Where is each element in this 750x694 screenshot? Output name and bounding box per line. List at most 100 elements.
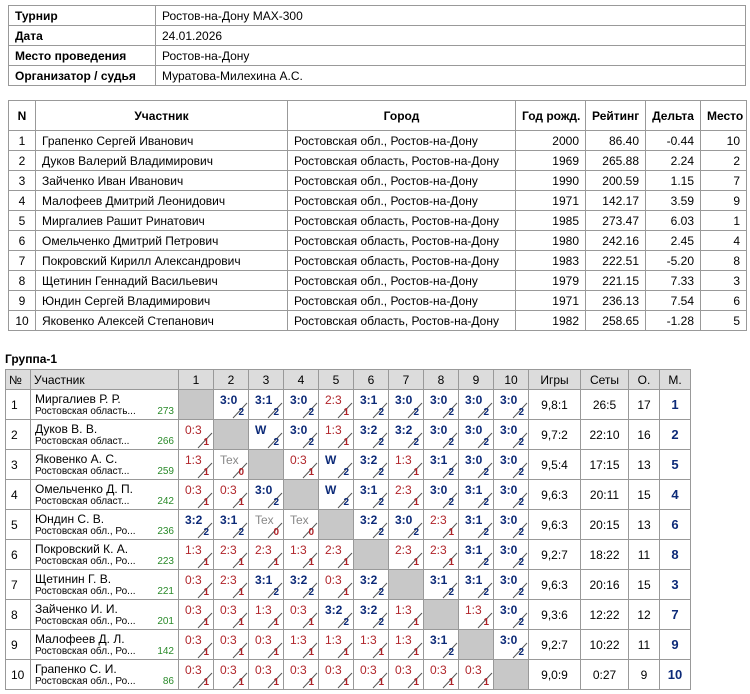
info-label: Место проведения: [8, 45, 156, 66]
result-cell: 0:3 1: [353, 659, 389, 690]
match-points: 2: [378, 527, 384, 538]
column-header: №: [5, 369, 31, 390]
result: 0:3 1: [460, 661, 493, 689]
result: 3:1 2: [355, 391, 388, 419]
result: 0:3 1: [180, 571, 213, 599]
participant-row: 6 Омельченко Дмитрий Петрович Ростовская о…: [8, 230, 747, 251]
participant-row: 1 Грапенко Сергей Иванович Ростовская обл.…: [8, 130, 747, 151]
match-points: 1: [308, 617, 314, 628]
score: 3:0: [465, 393, 483, 407]
slash: [512, 492, 528, 509]
column-header: 6: [353, 369, 389, 390]
score: 3:1: [255, 573, 273, 587]
result: 1:3 1: [250, 601, 283, 629]
slash-line: [267, 552, 283, 569]
match-points: 1: [413, 677, 419, 688]
result-cell: 3:0 2: [213, 389, 249, 420]
slash: [302, 672, 318, 689]
match-points: 1: [343, 407, 349, 418]
player-rating: 221: [157, 586, 174, 597]
sets: 20:16: [580, 569, 629, 600]
cell: 2000: [515, 130, 586, 151]
sets: 0:27: [580, 659, 629, 690]
score: 1:3: [290, 543, 307, 557]
sets: 18:22: [580, 539, 629, 570]
cell: Яковенко Алексей Степанович: [35, 310, 288, 331]
points: 11: [628, 629, 660, 660]
match-points: 2: [518, 647, 524, 658]
slash-line: [232, 672, 248, 689]
slash-line: [302, 402, 318, 419]
score: 3:0: [500, 603, 518, 617]
result: 2:3 1: [215, 571, 248, 599]
result-cell: 3:2 2: [353, 419, 389, 450]
slash: [337, 432, 353, 449]
slash-line: [512, 432, 528, 449]
match-points: 2: [518, 617, 524, 628]
place: 6: [659, 509, 691, 540]
match-points: 1: [203, 437, 209, 448]
match-points: 2: [483, 557, 489, 568]
result: 0:3 1: [285, 601, 318, 629]
slash: [477, 522, 493, 539]
cell: Ростовская область, Ростов-на-Дону: [287, 250, 516, 271]
score: 2:3: [430, 543, 447, 557]
cell: 1969: [515, 150, 586, 171]
column-header: Игры: [528, 369, 581, 390]
column-header: 1: [178, 369, 214, 390]
column-header: Участник: [35, 100, 288, 131]
slash-line: [232, 582, 248, 599]
slash: [302, 612, 318, 629]
result: 3:0 2: [495, 481, 528, 509]
slash: [337, 552, 353, 569]
result: 3:0 2: [495, 541, 528, 569]
slash-line: [302, 462, 318, 479]
slash-line: [302, 552, 318, 569]
cell: Юндин Сергей Владимирович: [35, 290, 288, 311]
points: 13: [628, 449, 660, 480]
player: Малофеев Д. Л. Ростовская обл., Ро... 142: [32, 631, 178, 659]
score: 0:3: [290, 453, 307, 467]
participant-row: 5 Миргалиев Рашит Ринатович Ростовская обл…: [8, 210, 747, 231]
result: 3:1 2: [355, 481, 388, 509]
slash: [372, 462, 388, 479]
slash-line: [302, 582, 318, 599]
result: 0:3 1: [180, 421, 213, 449]
slash: [372, 642, 388, 659]
slash: [407, 402, 423, 419]
slash-line: [442, 402, 458, 419]
score: 3:1: [360, 393, 378, 407]
result: 0:3 1: [320, 571, 353, 599]
slash-line: [512, 642, 528, 659]
result: 3:0 2: [425, 421, 458, 449]
slash-line: [407, 402, 423, 419]
result: 1:3 1: [355, 631, 388, 659]
player: Дуков В. В. Ростовская област... 266: [32, 421, 178, 449]
score: 3:0: [500, 393, 518, 407]
result: 1:3 1: [285, 541, 318, 569]
player-cell: Миргалиев Р. Р. Ростовская область... 273: [30, 389, 179, 420]
match-points: 1: [238, 497, 244, 508]
slash: [267, 492, 283, 509]
slash-line: [372, 522, 388, 539]
points: 13: [628, 509, 660, 540]
score: 0:3: [220, 663, 237, 677]
cell: 10: [700, 130, 747, 151]
score: 2:3: [395, 543, 412, 557]
result: 1:3 1: [390, 631, 423, 659]
slash: [232, 522, 248, 539]
result-cell: 3:1 2: [248, 389, 284, 420]
cell: 1990: [515, 170, 586, 191]
score: Tex: [255, 513, 274, 527]
score: 2:3: [220, 573, 237, 587]
participant-row: 9 Юндин Сергей Владимирович Ростовская обл…: [8, 290, 747, 311]
cell: 2: [700, 150, 747, 171]
cell: 7.54: [645, 290, 701, 311]
column-header: 4: [283, 369, 319, 390]
player-cell: Малофеев Д. Л. Ростовская обл., Ро... 142: [30, 629, 179, 660]
slash: [512, 522, 528, 539]
info-value: Муратова-Милехина А.С.: [155, 65, 746, 86]
score: 3:2: [360, 573, 378, 587]
match-points: 2: [518, 467, 524, 478]
result: 2:3 1: [390, 481, 423, 509]
